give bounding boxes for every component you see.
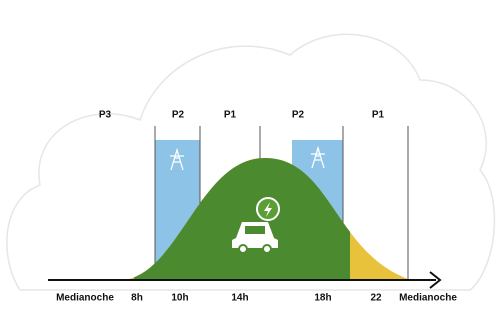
time-label: 8h [131,293,143,304]
time-label: 10h [171,293,188,304]
period-label: P2 [292,110,305,121]
period-label: P1 [224,110,237,121]
period-label: P2 [172,110,185,121]
time-label: 14h [231,293,248,304]
period-label: P3 [99,110,112,121]
time-label: Medianoche [56,293,114,304]
time-label: Medianoche [399,293,457,304]
time-label: 22 [370,293,382,304]
time-label: 18h [314,293,331,304]
period-label: P1 [372,110,385,121]
diagram: P3 P2 P1 P2 P1 Medianoche 8h 10h 14h 18h… [0,0,497,315]
